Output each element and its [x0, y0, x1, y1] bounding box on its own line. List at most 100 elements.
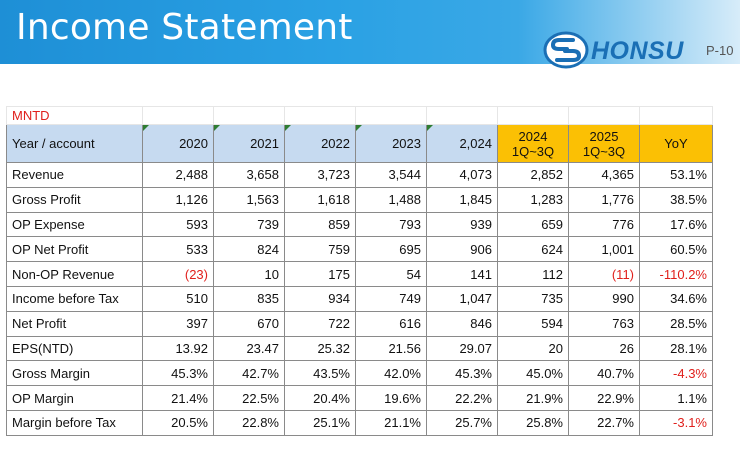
table-cell: 616 — [355, 310, 427, 337]
table-cell: 1,047 — [426, 285, 498, 312]
table-cell: 1,001 — [568, 236, 640, 263]
table-cell: 21.1% — [355, 409, 427, 436]
table-cell: 1,563 — [213, 186, 285, 213]
table-cell: 38.5% — [639, 186, 713, 213]
table-cell: 1,845 — [426, 186, 498, 213]
table-cell: 3,658 — [213, 162, 285, 188]
table-cell: 3,544 — [355, 162, 427, 188]
table-cell: 397 — [142, 310, 214, 337]
table-cell: 1,283 — [497, 186, 569, 213]
table-cell: 824 — [213, 236, 285, 263]
row-label: Margin before Tax — [6, 409, 143, 436]
table-row: OP Margin 21.4% 22.5% 20.4% 19.6% 22.2% 21.9% 2… — [6, 385, 713, 411]
table-cell: 25.7% — [426, 409, 498, 436]
table-cell: 29.07 — [426, 335, 498, 362]
empty-cell — [497, 106, 569, 125]
row-label: Gross Margin — [6, 360, 143, 387]
row-label: Net Profit — [6, 310, 143, 337]
column-header: 2022 — [284, 124, 356, 163]
table-cell: 22.2% — [426, 385, 498, 411]
table-cell: 20.4% — [284, 385, 356, 411]
table-cell: 2,852 — [497, 162, 569, 188]
table-cell: 1,776 — [568, 186, 640, 213]
table-cell: 21.9% — [497, 385, 569, 411]
empty-cell — [568, 106, 640, 125]
table-cell: 593 — [142, 211, 214, 238]
table-row: Margin before Tax 20.5% 22.8% 25.1% 21.1% 25.… — [6, 409, 713, 436]
table-cell: 34.6% — [639, 285, 713, 312]
column-header-row: Year / account 2020 2021 2022 2023 2,024 2024 1… — [6, 124, 713, 163]
row-label: EPS(NTD) — [6, 335, 143, 362]
table-cell: 533 — [142, 236, 214, 263]
table-cell: 54 — [355, 261, 427, 287]
table-cell: 939 — [426, 211, 498, 238]
row-header-label: Year / account — [6, 124, 143, 163]
table-row: Income before Tax 510 835 934 749 1,047 735 990… — [6, 285, 713, 312]
column-header: 2025 1Q~3Q — [568, 124, 640, 163]
table-cell: 990 — [568, 285, 640, 312]
table-cell: 3,723 — [284, 162, 356, 188]
table-cell: 1,618 — [284, 186, 356, 213]
row-label: Non-OP Revenue — [6, 261, 143, 287]
table-cell: 28.5% — [639, 310, 713, 337]
table-cell: -110.2% — [639, 261, 713, 287]
empty-cell — [639, 106, 713, 125]
table-cell: 19.6% — [355, 385, 427, 411]
table-cell: 835 — [213, 285, 285, 312]
table-cell: -4.3% — [639, 360, 713, 387]
row-label: OP Net Profit — [6, 236, 143, 263]
table-row: Gross Margin 45.3% 42.7% 43.5% 42.0% 45.3% 45.… — [6, 360, 713, 387]
table-cell: 43.5% — [284, 360, 356, 387]
column-header: 2,024 — [426, 124, 498, 163]
table-cell: 28.1% — [639, 335, 713, 362]
table-cell: 23.47 — [213, 335, 285, 362]
table-cell: 722 — [284, 310, 356, 337]
table-cell: 695 — [355, 236, 427, 263]
table-cell: (11) — [568, 261, 640, 287]
table-cell: 763 — [568, 310, 640, 337]
table-row: OP Net Profit 533 824 759 695 906 624 1,001 60.5… — [6, 236, 713, 263]
table-cell: 17.6% — [639, 211, 713, 238]
table-cell: 594 — [497, 310, 569, 337]
table-cell: -3.1% — [639, 409, 713, 436]
table-cell: 735 — [497, 285, 569, 312]
column-header: YoY — [639, 124, 713, 163]
unit-row: MNTD — [6, 106, 713, 125]
table-cell: 53.1% — [639, 162, 713, 188]
table-cell: 112 — [497, 261, 569, 287]
table-cell: 22.7% — [568, 409, 640, 436]
table-cell: 1.1% — [639, 385, 713, 411]
table-cell: 670 — [213, 310, 285, 337]
table-cell: 1,126 — [142, 186, 214, 213]
table-cell: 739 — [213, 211, 285, 238]
table-cell: 20.5% — [142, 409, 214, 436]
table-cell: 20 — [497, 335, 569, 362]
table-row: Net Profit 397 670 722 616 846 594 763 28.5% — [6, 310, 713, 337]
table-row: OP Expense 593 739 859 793 939 659 776 17.6% — [6, 211, 713, 238]
table-cell: 25.8% — [497, 409, 569, 436]
column-header: 2021 — [213, 124, 285, 163]
empty-cell — [284, 106, 356, 125]
empty-cell — [213, 106, 285, 125]
table-cell: 175 — [284, 261, 356, 287]
empty-cell — [142, 106, 214, 125]
table-cell: 793 — [355, 211, 427, 238]
honsu-logo-icon — [543, 31, 589, 69]
table-cell: 4,073 — [426, 162, 498, 188]
income-statement-table: MNTD Year / account 2020 2021 2022 2023 2,024 2… — [6, 106, 713, 436]
table-cell: 846 — [426, 310, 498, 337]
table-cell: 510 — [142, 285, 214, 312]
table-cell: 22.5% — [213, 385, 285, 411]
row-label: OP Expense — [6, 211, 143, 238]
table-cell: 26 — [568, 335, 640, 362]
table-cell: 40.7% — [568, 360, 640, 387]
table-cell: 42.7% — [213, 360, 285, 387]
column-header: 2023 — [355, 124, 427, 163]
table-cell: 759 — [284, 236, 356, 263]
table-cell: 22.9% — [568, 385, 640, 411]
row-label: Gross Profit — [6, 186, 143, 213]
table-cell: 2,488 — [142, 162, 214, 188]
table-row: Gross Profit 1,126 1,563 1,618 1,488 1,845 1,2… — [6, 186, 713, 213]
unit-label: MNTD — [6, 106, 143, 125]
table-cell: 859 — [284, 211, 356, 238]
